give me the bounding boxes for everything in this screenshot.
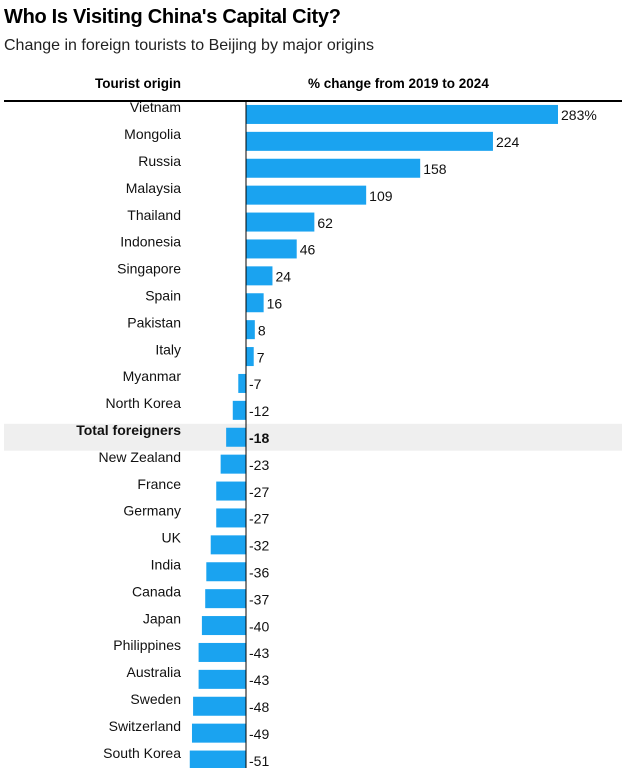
bar [220, 454, 246, 474]
category-label: Spain [145, 287, 181, 303]
value-label: 109 [369, 188, 393, 204]
bar [201, 616, 246, 636]
category-label: Japan [143, 610, 181, 626]
category-label: Myanmar [123, 368, 182, 384]
bar [246, 320, 255, 340]
value-label: -27 [249, 511, 269, 527]
bar [246, 293, 264, 313]
value-label: -36 [249, 564, 269, 580]
bar [191, 723, 246, 743]
bar [210, 535, 246, 555]
value-label: 7 [257, 349, 265, 365]
bar [226, 427, 246, 447]
value-label: 8 [258, 322, 266, 338]
value-label: 283% [561, 107, 597, 123]
value-label: -48 [249, 699, 269, 715]
category-label: Russia [138, 153, 181, 169]
value-label: 16 [267, 295, 283, 311]
bar [246, 158, 421, 178]
column-header-origin: Tourist origin [95, 76, 181, 91]
bar [189, 750, 246, 768]
bar [198, 642, 246, 662]
category-label: South Korea [103, 745, 181, 761]
value-label: -40 [249, 618, 269, 634]
category-label: Vietnam [130, 99, 181, 115]
value-label: -18 [249, 430, 269, 446]
value-label: -49 [249, 726, 269, 742]
category-label: Australia [127, 664, 182, 680]
bar [193, 696, 246, 716]
value-label: -43 [249, 645, 269, 661]
chart-subtitle: Change in foreign tourists to Beijing by… [4, 37, 374, 54]
bar [246, 185, 367, 205]
category-label: Singapore [117, 261, 181, 277]
category-label: UK [162, 530, 182, 546]
value-label: 224 [496, 134, 520, 150]
category-label: Sweden [130, 691, 181, 707]
value-label: -23 [249, 457, 269, 473]
bar [232, 400, 246, 420]
value-label: -51 [249, 753, 269, 768]
category-label: France [137, 476, 181, 492]
highlight-row-band [4, 423, 622, 451]
bar [205, 589, 246, 609]
category-label: Total foreigners [76, 422, 181, 438]
bar [198, 669, 246, 689]
bar [246, 131, 493, 151]
column-header-value: % change from 2019 to 2024 [308, 76, 489, 91]
bar [238, 373, 246, 393]
value-label: -12 [249, 403, 269, 419]
category-label: North Korea [106, 395, 182, 411]
bar [246, 104, 558, 124]
value-label: -43 [249, 672, 269, 688]
bar [216, 481, 246, 501]
category-label: Italy [155, 341, 181, 357]
category-label: Thailand [127, 207, 181, 223]
bar [246, 347, 254, 367]
category-label: India [151, 556, 182, 572]
value-label: -27 [249, 484, 269, 500]
bar [206, 562, 246, 582]
category-label: Germany [123, 503, 181, 519]
value-label: -7 [249, 376, 262, 392]
header-rule [4, 100, 622, 102]
value-label: 158 [423, 161, 447, 177]
category-label: Malaysia [126, 180, 181, 196]
value-label: 46 [300, 242, 316, 258]
category-label: Indonesia [120, 234, 181, 250]
bar [246, 239, 297, 259]
value-label: 24 [275, 269, 291, 285]
bar [246, 266, 273, 286]
bar [246, 212, 315, 232]
value-label: -32 [249, 538, 269, 554]
category-label: New Zealand [99, 449, 182, 465]
category-label: Mongolia [124, 126, 181, 142]
category-label: Switzerland [109, 718, 181, 734]
value-label: -37 [249, 591, 269, 607]
bar [216, 508, 246, 528]
value-label: 62 [317, 215, 333, 231]
category-label: Pakistan [127, 314, 181, 330]
category-label: Philippines [113, 637, 181, 653]
chart-title: Who Is Visiting China's Capital City? [4, 6, 341, 28]
category-label: Canada [132, 583, 181, 599]
